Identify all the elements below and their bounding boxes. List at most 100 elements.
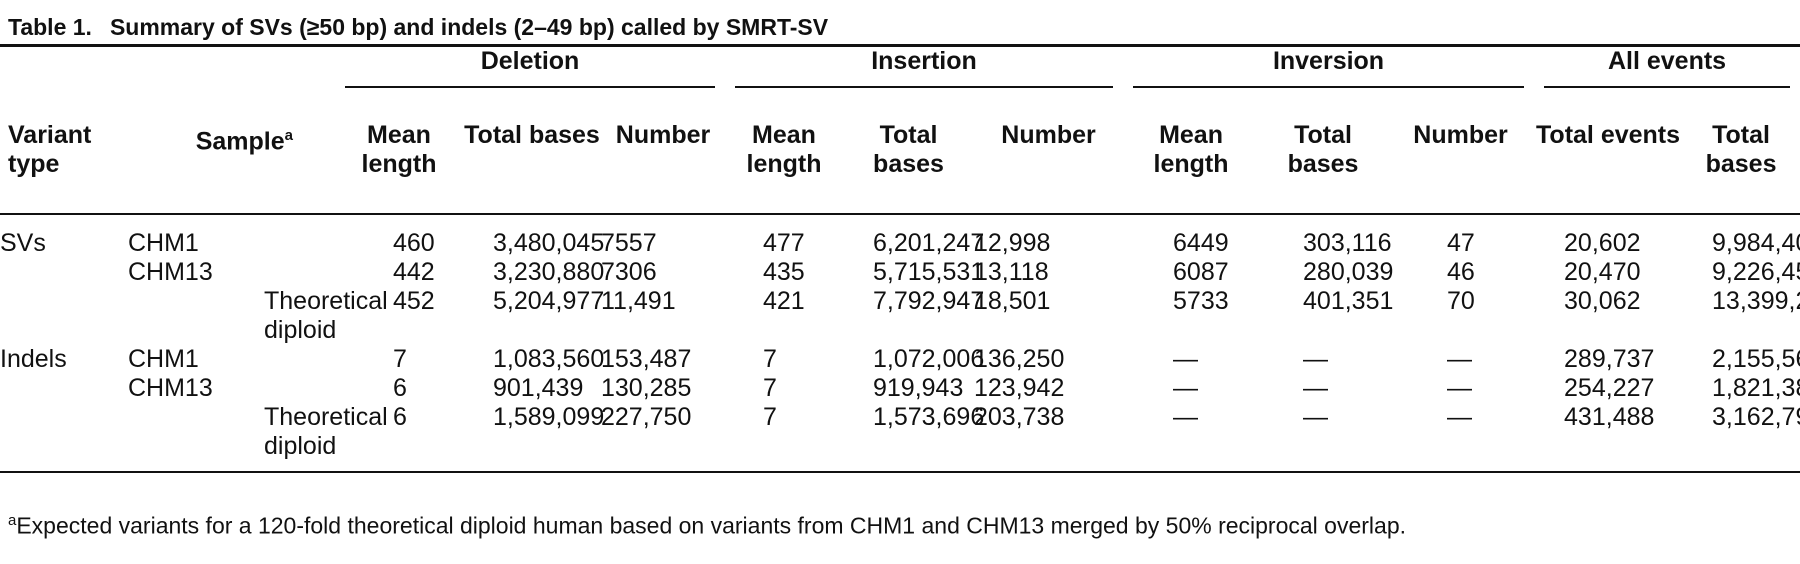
- table-row: SVs CHM1 460 3,480,045 7557 477 6,201,24…: [0, 214, 1800, 258]
- group-all-events: All events: [1534, 46, 1800, 122]
- cell-deletion-number: 7557: [601, 229, 657, 257]
- cell-deletion-number: 7306: [601, 258, 657, 286]
- cell-deletion-number: 227,750: [601, 403, 692, 431]
- cell-all-total-events: 30,062: [1564, 287, 1641, 315]
- footnote-text: Expected variants for a 120-fold theoret…: [16, 512, 1407, 539]
- cell-sample: Theoretical diploid: [264, 403, 388, 460]
- cell-inversion-total-bases: 303,116: [1303, 229, 1392, 257]
- cell-insertion-number: 136,250: [974, 345, 1065, 373]
- cell-variant-type: SVs: [0, 229, 46, 257]
- cell-insertion-mean-length: 435: [763, 258, 805, 286]
- cell-all-total-bases: 1,821,382: [1712, 374, 1800, 402]
- col-insertion-number: Number: [1001, 121, 1096, 149]
- cell-all-total-events: 289,737: [1564, 345, 1655, 373]
- cell-deletion-mean-length: 7: [393, 345, 407, 373]
- cell-all-total-bases: 9,984,408: [1712, 229, 1800, 257]
- col-all-total-events: Total events: [1536, 121, 1681, 149]
- cell-inversion-mean-length: —: [1173, 345, 1199, 373]
- cell-inversion-mean-length: —: [1173, 403, 1199, 431]
- cell-variant-type: [0, 403, 128, 472]
- cell-all-total-events: 20,470: [1564, 258, 1641, 286]
- col-deletion-total-bases: Total bases: [464, 121, 600, 149]
- cell-inversion-total-bases: —: [1303, 345, 1329, 373]
- cell-inversion-number: —: [1447, 374, 1473, 402]
- cell-all-total-bases: 2,155,566: [1712, 345, 1800, 373]
- cell-deletion-number: 11,491: [601, 287, 676, 315]
- group-header-row: Deletion Insertion Inversion All events: [0, 45, 1800, 122]
- cell-variant-type: [0, 374, 128, 403]
- cell-deletion-number: 153,487: [601, 345, 692, 373]
- cell-deletion-mean-length: 6: [393, 403, 407, 431]
- caption-label: Table 1.: [8, 14, 92, 40]
- cell-insertion-total-bases: 919,943: [873, 374, 964, 402]
- cell-sample: CHM1: [128, 229, 199, 257]
- cell-inversion-total-bases: —: [1303, 374, 1329, 402]
- cell-sample: CHM13: [128, 374, 213, 402]
- col-all-total-bases: Total bases: [1705, 121, 1777, 178]
- table-row: Indels CHM1 7 1,083,560 153,487 7 1,072,…: [0, 345, 1800, 374]
- cell-inversion-total-bases: —: [1303, 403, 1329, 431]
- cell-inversion-total-bases: 280,039: [1303, 258, 1394, 286]
- cell-inversion-number: 47: [1447, 229, 1475, 257]
- cell-all-total-bases: 13,399,275: [1712, 287, 1800, 315]
- cell-inversion-mean-length: 6087: [1173, 258, 1229, 286]
- cell-insertion-total-bases: 1,573,696: [873, 403, 985, 431]
- col-inversion-number: Number: [1413, 121, 1508, 149]
- cell-all-total-bases: 3,162,795: [1712, 403, 1800, 431]
- cell-deletion-mean-length: 452: [393, 287, 435, 315]
- column-header-row: Variant type Samplea Mean length Total b…: [0, 121, 1800, 214]
- cell-deletion-total-bases: 3,230,880: [493, 258, 605, 286]
- cell-variant-type: Indels: [0, 345, 67, 373]
- cell-inversion-number: —: [1447, 403, 1473, 431]
- col-deletion-mean-length: Mean length: [361, 121, 437, 178]
- cell-all-total-events: 431,488: [1564, 403, 1655, 431]
- cell-insertion-number: 123,942: [974, 374, 1065, 402]
- cell-insertion-mean-length: 7: [763, 403, 777, 431]
- col-variant-type: Variant type: [8, 121, 92, 178]
- col-inversion-total-bases: Total bases: [1287, 121, 1359, 178]
- table-body: SVs CHM1 460 3,480,045 7557 477 6,201,24…: [0, 214, 1800, 472]
- cell-insertion-number: 13,118: [974, 258, 1049, 286]
- cell-deletion-mean-length: 6: [393, 374, 407, 402]
- cell-inversion-number: 46: [1447, 258, 1475, 286]
- cell-inversion-mean-length: 5733: [1173, 287, 1229, 315]
- cell-insertion-mean-length: 7: [763, 374, 777, 402]
- col-sample: Samplea: [195, 127, 293, 156]
- table-row: CHM13 6 901,439 130,285 7 919,943 123,94…: [0, 374, 1800, 403]
- cell-insertion-number: 18,501: [974, 287, 1051, 315]
- cell-deletion-total-bases: 3,480,045: [493, 229, 605, 257]
- col-insertion-mean-length: Mean length: [746, 121, 822, 178]
- cell-insertion-total-bases: 7,792,947: [873, 287, 985, 315]
- cell-all-total-events: 20,602: [1564, 229, 1641, 257]
- cell-deletion-total-bases: 5,204,977: [493, 287, 605, 315]
- col-deletion-number: Number: [615, 121, 711, 149]
- group-inversion: Inversion: [1123, 46, 1534, 122]
- cell-inversion-total-bases: 401,351: [1303, 287, 1394, 315]
- summary-table: Deletion Insertion Inversion All events …: [0, 44, 1800, 473]
- cell-deletion-mean-length: 460: [393, 229, 435, 257]
- footnote-mark: a: [8, 512, 17, 529]
- cell-insertion-total-bases: 5,715,531: [873, 258, 985, 286]
- table-caption: Table 1. Summary of SVs (≥50 bp) and inde…: [8, 14, 828, 41]
- cell-deletion-total-bases: 1,083,560: [493, 345, 605, 373]
- cell-insertion-number: 203,738: [974, 403, 1065, 431]
- cell-sample: CHM1: [128, 345, 199, 373]
- cell-variant-type: [0, 258, 128, 287]
- table-footnote: aExpected variants for a 120-fold theore…: [8, 512, 1406, 540]
- cell-inversion-mean-length: —: [1173, 374, 1199, 402]
- cell-insertion-total-bases: 6,201,247: [873, 229, 985, 257]
- col-insertion-total-bases: Total bases: [873, 121, 944, 178]
- caption-title: Summary of SVs (≥50 bp) and indels (2–49…: [109, 14, 829, 40]
- cell-insertion-mean-length: 421: [763, 287, 805, 315]
- table-row: Theoretical diploid 6 1,589,099 227,750 …: [0, 403, 1800, 472]
- cell-insertion-number: 12,998: [974, 229, 1051, 257]
- cell-sample: Theoretical diploid: [264, 287, 388, 344]
- group-insertion: Insertion: [725, 46, 1123, 122]
- cell-all-total-bases: 9,226,450: [1712, 258, 1800, 286]
- cell-inversion-number: —: [1447, 345, 1473, 373]
- cell-insertion-mean-length: 7: [763, 345, 777, 373]
- cell-inversion-number: 70: [1447, 287, 1475, 315]
- table-row: CHM13 442 3,230,880 7306 435 5,715,531 1…: [0, 258, 1800, 287]
- cell-insertion-mean-length: 477: [763, 229, 805, 257]
